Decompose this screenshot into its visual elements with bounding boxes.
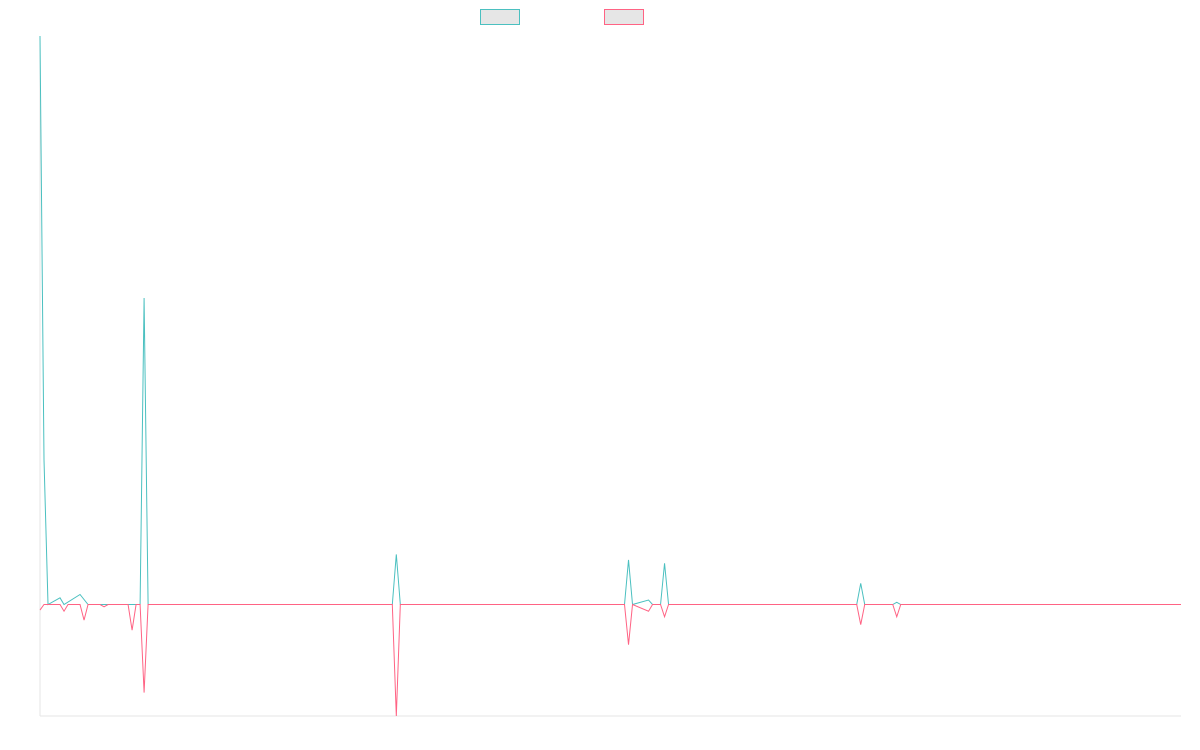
legend-swatch-series-2[interactable] [604,9,644,25]
axes [39,36,1181,717]
series-layer [39,35,1181,717]
series-line-2[interactable] [39,603,1181,717]
legend-swatch-series-1[interactable] [480,9,520,25]
series-line-1[interactable] [39,35,1181,606]
